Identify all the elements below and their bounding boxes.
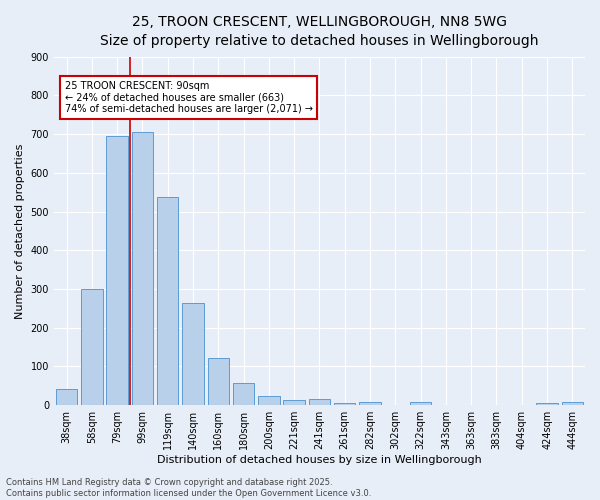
Bar xyxy=(56,389,77,405)
Bar xyxy=(334,404,355,405)
Bar xyxy=(208,358,229,405)
Bar xyxy=(562,402,583,405)
Bar xyxy=(157,197,178,405)
Title: 25, TROON CRESCENT, WELLINGBOROUGH, NN8 5WG
Size of property relative to detache: 25, TROON CRESCENT, WELLINGBOROUGH, NN8 … xyxy=(100,15,539,48)
Y-axis label: Number of detached properties: Number of detached properties xyxy=(15,143,25,318)
Bar xyxy=(359,402,381,405)
Text: Contains HM Land Registry data © Crown copyright and database right 2025.
Contai: Contains HM Land Registry data © Crown c… xyxy=(6,478,371,498)
Bar xyxy=(233,383,254,405)
Bar xyxy=(258,396,280,405)
Bar xyxy=(182,302,204,405)
Bar xyxy=(309,398,330,405)
Bar xyxy=(283,400,305,405)
Text: 25 TROON CRESCENT: 90sqm
← 24% of detached houses are smaller (663)
74% of semi-: 25 TROON CRESCENT: 90sqm ← 24% of detach… xyxy=(65,81,313,114)
Bar xyxy=(106,136,128,405)
Bar xyxy=(81,289,103,405)
Bar xyxy=(536,404,558,405)
Bar xyxy=(410,402,431,405)
Bar xyxy=(131,132,153,405)
X-axis label: Distribution of detached houses by size in Wellingborough: Distribution of detached houses by size … xyxy=(157,455,482,465)
